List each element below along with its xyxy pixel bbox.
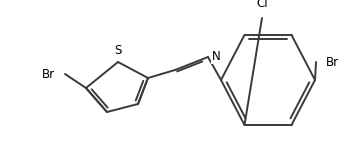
Text: Br: Br	[42, 67, 55, 81]
Text: Br: Br	[326, 56, 339, 69]
Text: Cl: Cl	[256, 0, 268, 10]
Text: S: S	[114, 44, 122, 57]
Text: N: N	[212, 50, 221, 63]
